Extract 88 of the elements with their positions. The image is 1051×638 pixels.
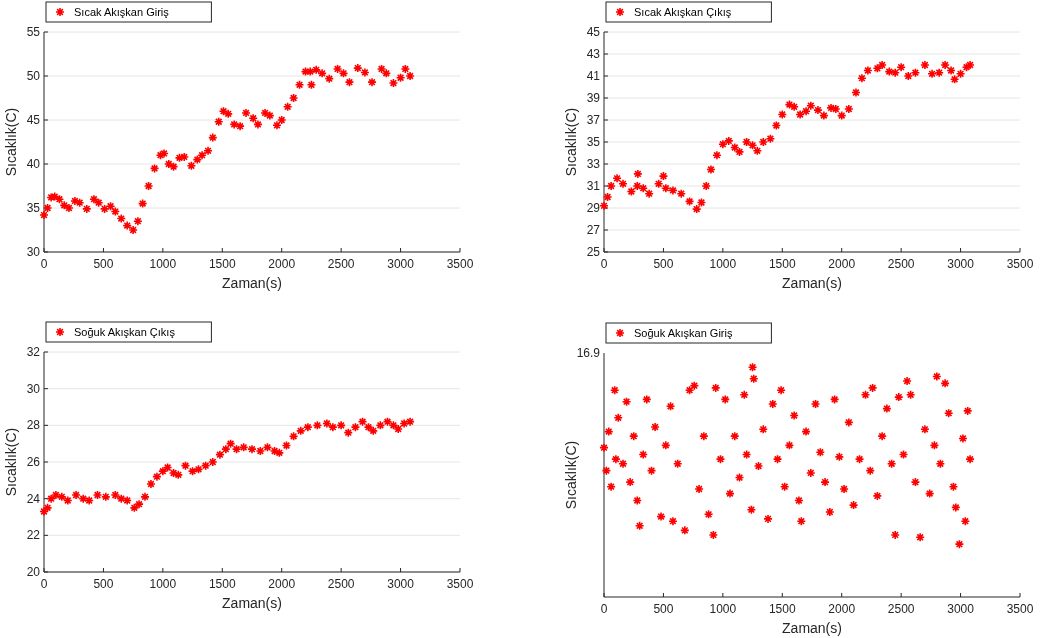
y-tick-label: 24 <box>26 491 41 506</box>
legend-label: Sıcak Akışkan Çıkış <box>634 6 732 18</box>
y-tick-label: 35 <box>26 201 41 215</box>
point <box>42 503 53 513</box>
x-tick-label: 3000 <box>947 602 975 616</box>
point <box>168 468 179 478</box>
point <box>129 503 140 513</box>
x-tick-label: 1500 <box>208 577 236 591</box>
x-tick-label: 2000 <box>268 257 296 271</box>
y-tick-label: 45 <box>586 25 601 39</box>
x-tick-label: 3500 <box>1006 257 1034 271</box>
point <box>116 493 127 504</box>
x-tick-label: 3000 <box>387 257 415 271</box>
y-tick-label: 29 <box>586 201 601 215</box>
point <box>78 493 89 504</box>
y-tick-label: 35 <box>586 135 601 149</box>
point <box>247 444 257 454</box>
x-tick-label: 3000 <box>387 577 415 591</box>
legend-label: Sıcak Akışkan Giriş <box>74 6 170 18</box>
x-tick-label: 500 <box>653 602 674 616</box>
y-tick-label: 37 <box>586 113 601 127</box>
x-axis-title: Zaman(s) <box>222 595 282 611</box>
y-tick-label: 30 <box>26 381 41 396</box>
y-tick-label: 39 <box>586 91 601 105</box>
y-tick-label: 45 <box>26 113 41 127</box>
x-tick-label: 2000 <box>828 257 856 271</box>
x-axis-title: Zaman(s) <box>222 275 282 291</box>
point <box>363 422 374 432</box>
y-tick-label: 32 <box>26 345 41 359</box>
point <box>281 440 292 451</box>
x-tick-label: 0 <box>600 602 608 616</box>
x-tick-label: 3500 <box>1006 602 1034 616</box>
x-tick-label: 2500 <box>887 602 915 616</box>
y-tick-label: 50 <box>26 69 41 83</box>
y-tick-label: 20 <box>26 565 41 579</box>
y-axis-title: Sıcaklık(C) <box>563 440 579 510</box>
point <box>122 495 132 506</box>
legend-label: Soğuk Akışkan Giriş <box>634 327 733 339</box>
x-tick-label: 1000 <box>709 257 737 271</box>
y-tick-label: 25 <box>586 245 601 259</box>
x-tick-label: 500 <box>93 577 114 591</box>
point <box>162 462 173 473</box>
y-tick-label: 28 <box>26 418 41 433</box>
x-tick-label: 1000 <box>709 602 737 616</box>
y-tick-label: 33 <box>586 157 601 171</box>
x-tick-label: 0 <box>600 257 608 271</box>
y-tick-label: 40 <box>26 157 41 171</box>
x-tick-label: 2500 <box>887 257 915 271</box>
point <box>388 420 399 431</box>
point <box>140 492 150 502</box>
y-tick-label: 43 <box>586 47 601 61</box>
x-tick-label: 0 <box>40 577 48 591</box>
legend-label: Soğuk Akışkan Çıkış <box>74 326 176 338</box>
x-axis-title: Zaman(s) <box>782 620 842 636</box>
point <box>57 492 67 502</box>
point <box>180 460 191 471</box>
x-tick-label: 0 <box>40 257 48 271</box>
x-tick-label: 1000 <box>149 577 177 591</box>
x-tick-label: 3500 <box>446 577 474 591</box>
x-tick-label: 2500 <box>327 257 355 271</box>
y-tick-label: 27 <box>586 223 601 237</box>
x-tick-label: 2500 <box>327 577 355 591</box>
x-tick-label: 2000 <box>828 602 856 616</box>
x-tick-label: 1500 <box>208 257 236 271</box>
y-tick-label: 30 <box>26 245 41 259</box>
x-tick-label: 2000 <box>268 577 296 591</box>
y-tick-label: 26 <box>26 455 41 469</box>
text: 16.9 <box>576 346 601 360</box>
x-tick-label: 1500 <box>768 257 796 271</box>
y-tick-label: 55 <box>26 25 41 39</box>
point <box>274 448 285 458</box>
y-axis-title: Sıcaklık(C) <box>563 107 579 177</box>
x-axis-title: Zaman(s) <box>782 275 842 291</box>
point <box>39 506 49 517</box>
y-tick-label: 22 <box>26 528 41 543</box>
x-tick-label: 500 <box>653 257 674 271</box>
x-tick-label: 1500 <box>768 602 796 616</box>
point <box>173 470 184 480</box>
x-tick-label: 500 <box>93 257 114 271</box>
y-axis-title: Sıcaklık(C) <box>3 107 19 177</box>
x-tick-label: 1000 <box>149 257 177 271</box>
x-tick-label: 3000 <box>947 257 975 271</box>
y-tick-label: 41 <box>586 69 601 83</box>
point <box>269 446 280 456</box>
point <box>146 479 156 489</box>
x-tick-label: 3500 <box>446 257 474 271</box>
y-tick-label: 31 <box>586 179 601 193</box>
y-axis-title: Sıcaklık(C) <box>3 427 19 497</box>
